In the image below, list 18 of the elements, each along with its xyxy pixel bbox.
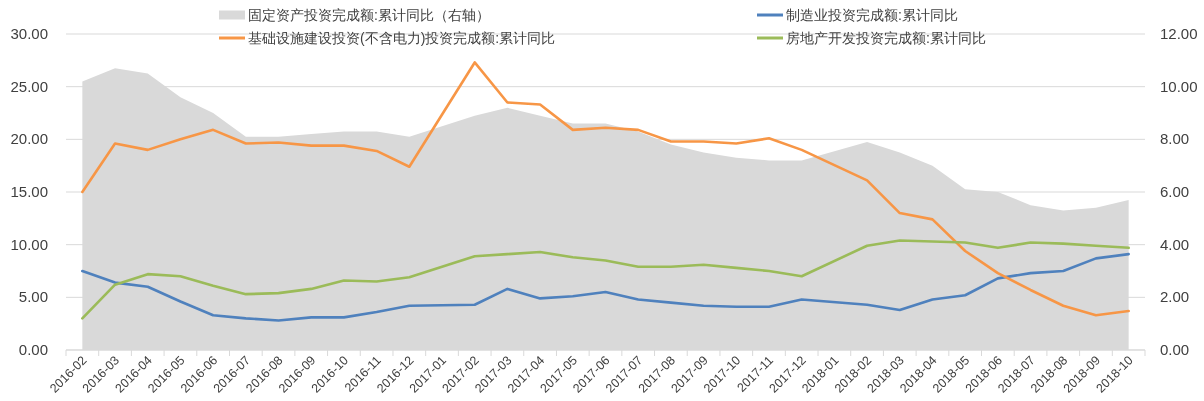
y2-tick-label: 6.00 <box>1160 183 1190 200</box>
y-tick-label: 25.00 <box>10 77 48 95</box>
legend-label: 基础设施建设投资(不含电力)投资完成额:累计同比 <box>248 30 556 46</box>
y2-tick-label: 0.00 <box>1160 341 1190 358</box>
y2-tick-label: 8.00 <box>1160 130 1190 148</box>
y2-tick-label: 10.00 <box>1160 77 1198 95</box>
y2-tick-label: 4.00 <box>1160 235 1190 253</box>
y-tick-label: 0.00 <box>18 341 48 358</box>
y2-tick-label: 12.00 <box>1160 25 1198 42</box>
legend-label: 固定资产投资完成额:累计同比（右轴） <box>248 7 490 23</box>
legend-label: 制造业投资完成额:累计同比 <box>786 7 958 23</box>
y-tick-label: 10.00 <box>10 235 48 253</box>
y2-tick-label: 2.00 <box>1160 288 1190 306</box>
y-tick-label: 15.00 <box>10 183 48 200</box>
legend-label: 房地产开发投资完成额:累计同比 <box>786 30 986 46</box>
y-tick-label: 30.00 <box>10 25 48 42</box>
y-tick-label: 20.00 <box>10 130 48 148</box>
y-tick-label: 5.00 <box>18 288 48 306</box>
